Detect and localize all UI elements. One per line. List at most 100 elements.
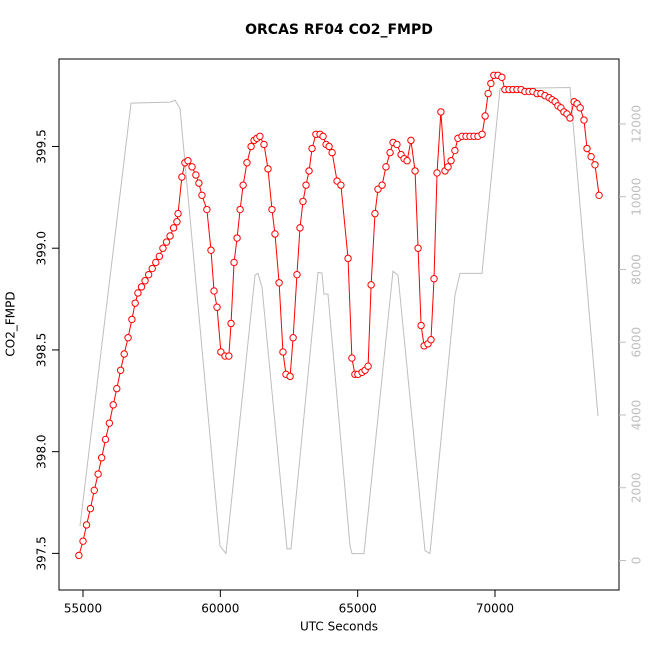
data-point: [275, 279, 283, 287]
data-point: [213, 303, 221, 311]
y2-tick-label: 4000: [630, 400, 644, 431]
data-point: [296, 224, 304, 232]
y2-tick-label: 12000: [630, 105, 644, 143]
data-point: [86, 504, 95, 513]
data-point: [116, 366, 125, 374]
data-point: [414, 244, 422, 252]
data-point: [444, 163, 452, 171]
data-point: [230, 258, 238, 267]
data-point: [328, 148, 336, 157]
data-point: [587, 152, 595, 161]
data-point: [481, 112, 489, 120]
data-point: [382, 163, 390, 171]
data-point: [580, 116, 588, 124]
data-point: [591, 161, 599, 169]
data-point: [144, 270, 153, 279]
data-point: [271, 230, 279, 238]
data-point: [124, 334, 132, 342]
data-point: [478, 130, 486, 138]
data-point: [305, 167, 313, 175]
data-point: [451, 146, 459, 155]
y2-tick-label: 2000: [630, 472, 644, 503]
data-point: [576, 104, 584, 112]
data-point: [113, 384, 121, 393]
data-point: [595, 191, 603, 200]
y2-tick-label: 8000: [630, 254, 644, 285]
data-point: [583, 144, 591, 153]
x-tick-label: 60000: [201, 602, 239, 616]
data-point: [407, 136, 415, 145]
data-point: [498, 73, 506, 82]
data-point: [411, 167, 419, 175]
data-point: [82, 521, 91, 529]
y2-tick-label: 6000: [630, 327, 644, 358]
data-point: [188, 163, 196, 171]
data-point: [120, 350, 128, 358]
y-tick-label: 397.5: [35, 536, 49, 570]
data-point: [166, 232, 174, 240]
y-tick-label: 398.5: [35, 333, 49, 367]
data-point: [293, 270, 301, 279]
data-point: [184, 157, 192, 165]
data-point: [484, 89, 492, 98]
data-point: [75, 551, 83, 560]
x-tick-label: 70000: [476, 602, 514, 616]
x-tick-label: 65000: [339, 602, 377, 616]
data-point: [367, 281, 375, 289]
data-point: [433, 169, 441, 177]
data-point: [198, 191, 206, 200]
data-point: [437, 108, 445, 116]
data-point: [378, 181, 386, 189]
y-tick-label: 399.5: [35, 129, 49, 163]
data-point: [364, 362, 372, 370]
y-tick-label: 399.0: [35, 231, 49, 265]
chart-title: ORCAS RF04 CO2_FMPD: [245, 22, 433, 38]
data-point: [192, 171, 200, 179]
y-tick-label: 398.0: [35, 434, 49, 468]
data-point: [94, 470, 102, 478]
data-point: [260, 140, 268, 149]
data-point: [325, 142, 333, 151]
data-point: [169, 224, 178, 232]
data-point: [337, 181, 345, 189]
data-point: [105, 419, 114, 427]
y2-tick-label: 10000: [630, 178, 644, 216]
data-point: [128, 315, 136, 324]
data-point: [264, 165, 272, 173]
data-point: [308, 144, 316, 153]
data-point: [403, 157, 411, 165]
data-point: [302, 181, 310, 189]
x-tick-label: 55000: [64, 602, 102, 616]
data-point: [256, 132, 264, 141]
data-point: [227, 319, 235, 328]
data-point: [268, 205, 276, 214]
data-point: [236, 205, 244, 214]
data-point: [393, 140, 401, 149]
data-point: [79, 537, 87, 545]
data-point: [344, 254, 352, 263]
data-point: [141, 277, 149, 285]
data-point: [247, 142, 255, 151]
data-point: [487, 79, 495, 88]
data-point: [203, 205, 211, 214]
data-point: [173, 218, 181, 226]
data-point: [447, 157, 455, 165]
data-point: [239, 181, 247, 189]
data-point: [90, 486, 98, 495]
data-point: [430, 275, 438, 283]
data-point: [371, 209, 379, 218]
data-point: [299, 197, 307, 206]
data-point: [195, 179, 203, 187]
data-point: [155, 252, 164, 261]
plot-frame: [58, 58, 620, 591]
data-point: [97, 454, 106, 462]
data-point: [131, 299, 139, 307]
data-point: [566, 114, 574, 122]
data-point: [137, 283, 146, 291]
data-point: [233, 234, 241, 242]
data-point: [319, 132, 327, 141]
data-point: [159, 244, 167, 252]
data-point: [210, 287, 218, 295]
data-point: [286, 372, 294, 381]
